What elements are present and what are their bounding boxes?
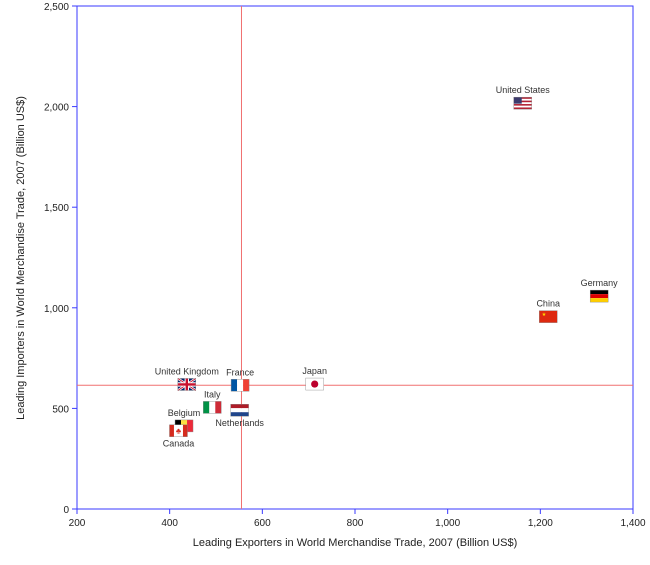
china-flag-icon: ★ [539,310,558,323]
x-tick-label: 800 [347,518,364,529]
y-tick-label: 2,000 [44,103,69,114]
france-flag-icon [230,379,250,392]
x-axis-title: Leading Exporters in World Merchandise T… [193,537,517,549]
y-tick-label: 0 [63,505,69,516]
plot-area [76,5,634,510]
x-tick-label: 1,400 [620,518,645,529]
data-point-japan: Japan [302,366,327,391]
x-tick-label: 600 [254,518,271,529]
data-point-us: United States [496,85,551,110]
data-point-italy: Italy [203,389,222,414]
country-label: Canada [163,439,195,449]
uk-flag-icon [177,377,197,392]
country-label: Belgium [168,408,201,418]
italy-flag-icon [203,401,222,414]
svg-text:♣: ♣ [176,427,182,436]
x-tick-label: 200 [69,518,86,529]
y-tick-label: 1,500 [44,203,69,214]
country-label: Germany [581,278,619,288]
data-point-canada: ♣ Canada [163,424,195,449]
germany-flag-icon [589,289,609,303]
x-tick-label: 400 [161,518,178,529]
y-axis-title: Leading Importers in World Merchandise T… [15,96,27,420]
us-flag-icon [513,96,532,110]
data-point-netherlands: Netherlands [215,404,264,428]
data-point-france: France [226,367,254,392]
data-point-china: ★ China [536,299,560,323]
y-tick-label: 2,500 [44,2,69,13]
country-label: Japan [302,366,327,376]
x-tick-label: 1,000 [435,518,460,529]
svg-text:★: ★ [542,312,547,318]
country-label: China [536,299,560,309]
x-tick-label: 1,200 [528,518,553,529]
netherlands-flag-icon [230,404,249,417]
country-label: France [226,367,254,377]
country-label: United Kingdom [155,366,219,376]
data-point-uk: United Kingdom [155,366,219,392]
country-label: Italy [204,389,221,399]
country-label: United States [496,85,551,95]
canada-flag-icon: ♣ [169,424,188,437]
y-tick-label: 500 [52,404,69,415]
country-label: Netherlands [215,418,264,428]
japan-flag-icon [305,377,324,391]
data-point-germany: Germany [581,278,619,303]
y-tick-label: 1,000 [44,304,69,315]
